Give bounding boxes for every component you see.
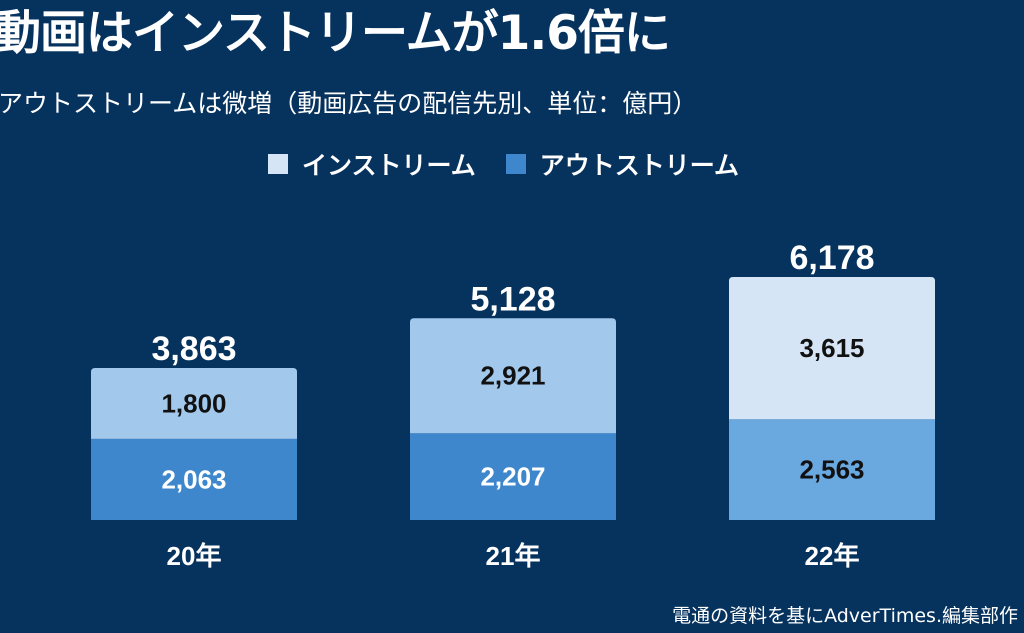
bar-segment-0-0 [91,438,297,520]
x-tick-label-0: 20年 [167,541,222,571]
segment-value-label-1-1: 2,921 [480,361,545,391]
source-note: 電通の資料を基にAdverTimes.編集部作 [672,605,1018,627]
legend-label-outstream: アウトストリーム [539,151,740,180]
segment-value-label-1-0: 1,800 [161,388,226,418]
bar-segment-0-1 [410,433,616,520]
segment-value-label-0-0: 2,063 [161,464,226,494]
segment-value-label-0-1: 2,207 [480,462,545,492]
legend-item-outstream: アウトストリーム [505,146,740,182]
segment-value-label-0-2: 2,563 [799,455,864,485]
legend-swatch-outstream [505,154,526,174]
segment-value-label-1-2: 3,615 [799,333,864,363]
bar-segment-1-1 [410,318,616,434]
bar-segment-0-2 [729,419,935,520]
bar-segment-1-2 [729,277,935,420]
legend-label-instream: インストリーム [302,151,476,180]
chart-legend: インストリーム アウトストリーム [268,146,769,182]
legend-swatch-instream [268,154,288,174]
total-value-label-1: 5,128 [470,280,555,318]
legend-item-instream: インストリーム [268,146,476,182]
page-title: 動画はインストリームが1.6倍に [0,6,671,61]
x-tick-label-2: 22年 [805,541,860,571]
page-subtitle: アウトストリームは微増（動画広告の配信先別、単位：億円） [0,89,698,118]
total-value-label-2: 6,178 [789,239,874,277]
x-tick-label-1: 21年 [486,541,541,571]
total-value-label-0: 3,863 [151,330,236,368]
bar-segment-1-0 [91,368,297,439]
